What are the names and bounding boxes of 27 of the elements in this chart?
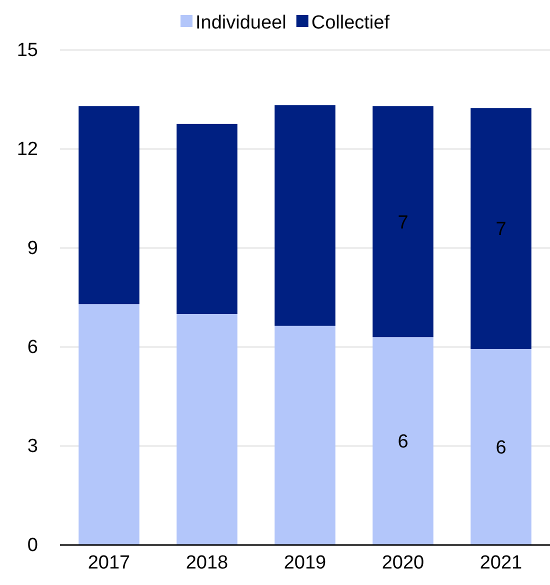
data-label: 6	[496, 438, 506, 459]
bar	[372, 337, 434, 545]
x-tick-label: 2017	[88, 552, 130, 574]
data-label: 7	[398, 212, 408, 234]
y-tick-label: 3	[27, 436, 38, 458]
y-tick-label: 0	[27, 535, 38, 556]
legend-label: Individueel	[196, 12, 286, 34]
bar	[176, 124, 238, 314]
bar	[176, 314, 238, 545]
x-tick-label: 2021	[480, 552, 522, 574]
x-tick-label: 2019	[284, 552, 326, 574]
bar	[470, 108, 532, 349]
bar	[78, 304, 140, 545]
bar	[78, 106, 140, 304]
data-label: 7	[496, 219, 506, 240]
y-tick-label: 9	[27, 238, 38, 260]
x-tick-label: 2018	[186, 552, 228, 574]
y-tick-label: 12	[16, 139, 38, 160]
bar	[274, 326, 336, 545]
bar	[372, 106, 434, 338]
bar	[470, 348, 532, 545]
data-label: 6	[398, 432, 408, 453]
y-tick-label: 15	[16, 40, 38, 62]
legend-label: Collectief	[311, 12, 390, 34]
y-tick-label: 6	[27, 337, 38, 358]
bar	[274, 105, 336, 326]
x-tick-label: 2020	[382, 552, 424, 574]
